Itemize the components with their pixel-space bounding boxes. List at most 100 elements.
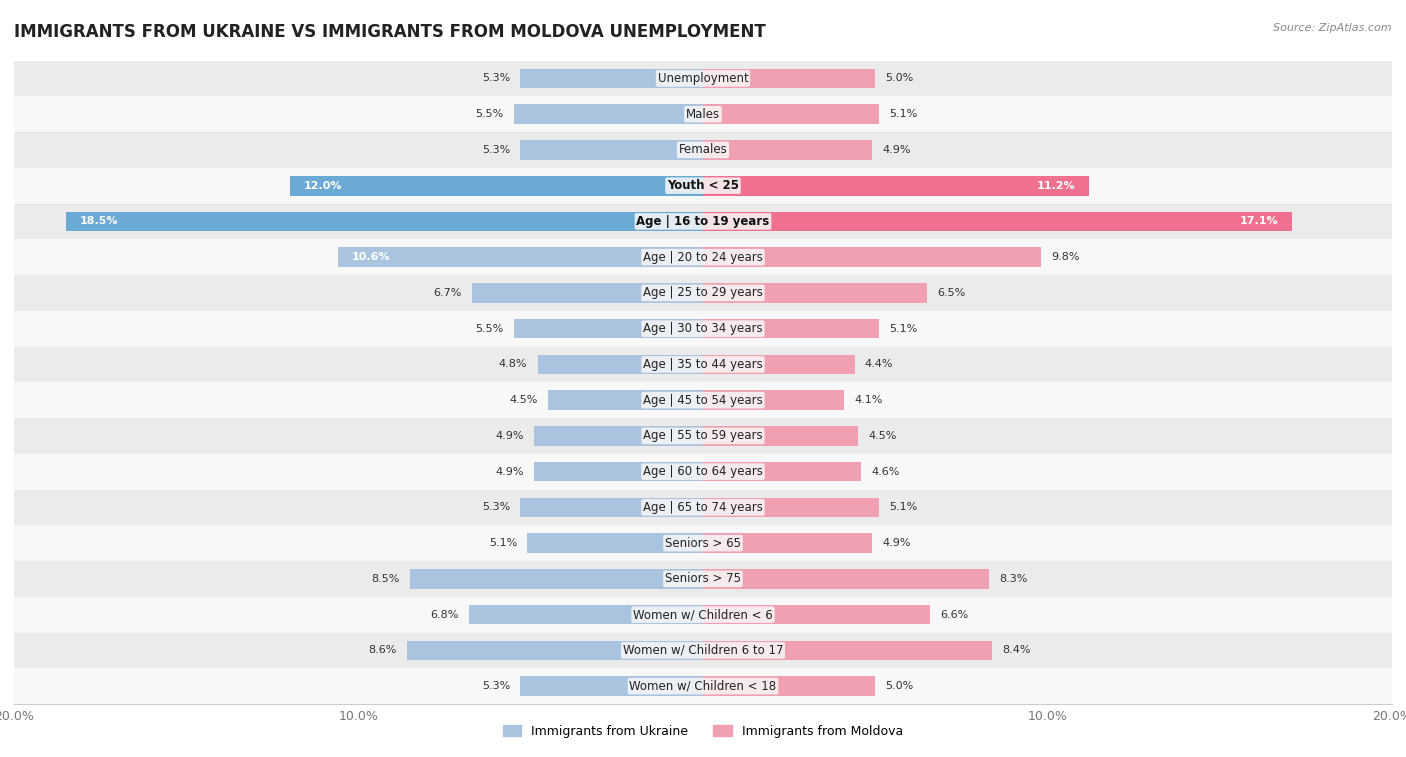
Text: 6.7%: 6.7% [433, 288, 461, 298]
Bar [337, 248, 703, 267]
Text: 4.4%: 4.4% [865, 360, 893, 369]
Bar [14, 96, 1392, 132]
Bar [703, 534, 872, 553]
Text: 4.6%: 4.6% [872, 466, 900, 477]
Text: Seniors > 75: Seniors > 75 [665, 572, 741, 585]
Text: Source: ZipAtlas.com: Source: ZipAtlas.com [1274, 23, 1392, 33]
Text: 8.5%: 8.5% [371, 574, 399, 584]
Bar [14, 668, 1392, 704]
Bar [703, 354, 855, 374]
Text: Age | 55 to 59 years: Age | 55 to 59 years [643, 429, 763, 442]
Text: 5.3%: 5.3% [482, 681, 510, 691]
Text: 4.9%: 4.9% [882, 538, 911, 548]
Text: 5.0%: 5.0% [886, 681, 914, 691]
Text: IMMIGRANTS FROM UKRAINE VS IMMIGRANTS FROM MOLDOVA UNEMPLOYMENT: IMMIGRANTS FROM UKRAINE VS IMMIGRANTS FR… [14, 23, 766, 41]
Text: 4.9%: 4.9% [495, 466, 524, 477]
Bar [14, 490, 1392, 525]
Text: 5.1%: 5.1% [889, 324, 917, 334]
Bar [513, 319, 703, 338]
Text: 8.4%: 8.4% [1002, 646, 1031, 656]
Bar [548, 391, 703, 410]
Text: 5.0%: 5.0% [886, 73, 914, 83]
Bar [520, 676, 703, 696]
Bar [14, 597, 1392, 633]
Bar [406, 640, 703, 660]
Text: Age | 25 to 29 years: Age | 25 to 29 years [643, 286, 763, 300]
Text: 5.3%: 5.3% [482, 503, 510, 512]
Text: Women w/ Children < 18: Women w/ Children < 18 [630, 680, 776, 693]
Bar [513, 104, 703, 124]
Bar [527, 534, 703, 553]
Text: 5.5%: 5.5% [475, 324, 503, 334]
Bar [703, 176, 1088, 195]
Bar [14, 453, 1392, 490]
Bar [14, 132, 1392, 168]
Text: 10.6%: 10.6% [352, 252, 391, 262]
Bar [14, 525, 1392, 561]
Bar [703, 426, 858, 446]
Text: 9.8%: 9.8% [1050, 252, 1080, 262]
Bar [14, 239, 1392, 275]
Text: Seniors > 65: Seniors > 65 [665, 537, 741, 550]
Bar [14, 561, 1392, 597]
Bar [703, 462, 862, 481]
Text: 6.5%: 6.5% [938, 288, 966, 298]
Bar [520, 140, 703, 160]
Bar [14, 61, 1392, 96]
Bar [14, 633, 1392, 668]
Text: 6.6%: 6.6% [941, 609, 969, 620]
Bar [703, 248, 1040, 267]
Bar [703, 104, 879, 124]
Text: Age | 20 to 24 years: Age | 20 to 24 years [643, 251, 763, 263]
Bar [703, 640, 993, 660]
Text: Age | 16 to 19 years: Age | 16 to 19 years [637, 215, 769, 228]
Text: 5.1%: 5.1% [889, 109, 917, 119]
Text: 17.1%: 17.1% [1240, 217, 1278, 226]
Bar [411, 569, 703, 589]
Bar [703, 140, 872, 160]
Text: Women w/ Children 6 to 17: Women w/ Children 6 to 17 [623, 644, 783, 657]
Bar [703, 391, 844, 410]
Text: 4.1%: 4.1% [855, 395, 883, 405]
Text: Age | 45 to 54 years: Age | 45 to 54 years [643, 394, 763, 407]
Text: Age | 60 to 64 years: Age | 60 to 64 years [643, 465, 763, 478]
Bar [703, 605, 931, 625]
Text: 5.1%: 5.1% [489, 538, 517, 548]
Text: 4.5%: 4.5% [509, 395, 537, 405]
Bar [520, 69, 703, 89]
Text: Youth < 25: Youth < 25 [666, 179, 740, 192]
Bar [537, 354, 703, 374]
Text: 5.5%: 5.5% [475, 109, 503, 119]
Bar [14, 311, 1392, 347]
Bar [14, 275, 1392, 311]
Bar [703, 283, 927, 303]
Bar [468, 605, 703, 625]
Text: Women w/ Children < 6: Women w/ Children < 6 [633, 608, 773, 621]
Text: 6.8%: 6.8% [430, 609, 458, 620]
Text: 12.0%: 12.0% [304, 181, 342, 191]
Legend: Immigrants from Ukraine, Immigrants from Moldova: Immigrants from Ukraine, Immigrants from… [498, 720, 908, 743]
Text: 4.9%: 4.9% [882, 145, 911, 155]
Bar [703, 319, 879, 338]
Text: Age | 35 to 44 years: Age | 35 to 44 years [643, 358, 763, 371]
Text: Unemployment: Unemployment [658, 72, 748, 85]
Bar [703, 676, 875, 696]
Text: 4.8%: 4.8% [499, 360, 527, 369]
Bar [290, 176, 703, 195]
Bar [520, 497, 703, 517]
Text: 5.1%: 5.1% [889, 503, 917, 512]
Bar [534, 462, 703, 481]
Text: 4.5%: 4.5% [869, 431, 897, 441]
Bar [703, 212, 1292, 231]
Bar [14, 382, 1392, 418]
Bar [14, 418, 1392, 453]
Text: Age | 65 to 74 years: Age | 65 to 74 years [643, 501, 763, 514]
Text: 8.6%: 8.6% [368, 646, 396, 656]
Text: 5.3%: 5.3% [482, 73, 510, 83]
Text: 18.5%: 18.5% [80, 217, 118, 226]
Text: 5.3%: 5.3% [482, 145, 510, 155]
Bar [703, 69, 875, 89]
Text: 4.9%: 4.9% [495, 431, 524, 441]
Bar [703, 497, 879, 517]
Text: 8.3%: 8.3% [1000, 574, 1028, 584]
